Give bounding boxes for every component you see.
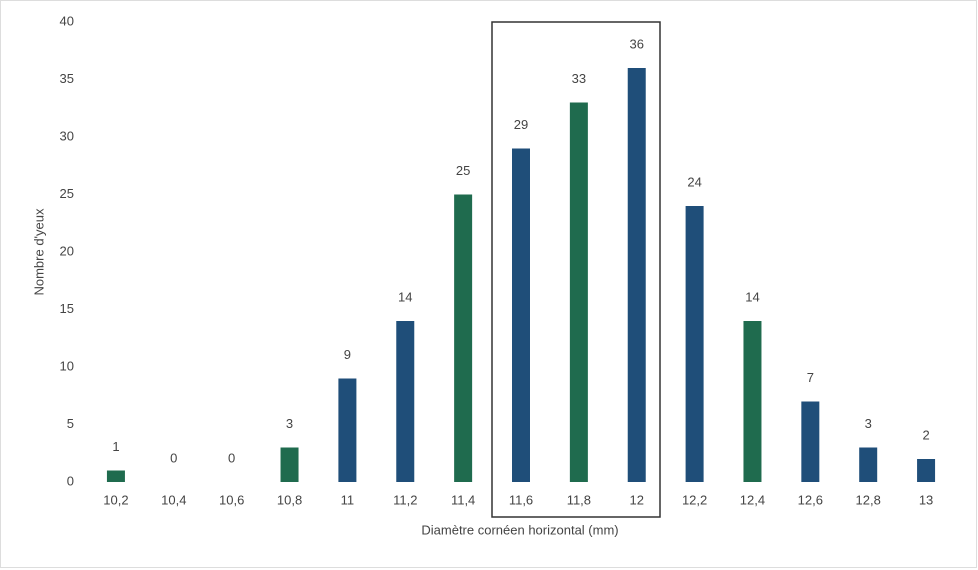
y-tick-label: 15 <box>60 301 74 316</box>
value-label: 14 <box>745 289 759 304</box>
x-tick-label: 11,4 <box>451 492 475 507</box>
x-tick-label: 10,4 <box>161 492 186 507</box>
value-label: 9 <box>344 347 351 362</box>
bar <box>569 102 588 482</box>
highlight-box <box>491 21 661 518</box>
y-tick-label: 30 <box>60 128 74 143</box>
x-tick-label: 11,8 <box>567 492 591 507</box>
bar <box>280 447 299 482</box>
bar <box>801 401 820 482</box>
value-label: 29 <box>514 117 528 132</box>
bar <box>106 470 125 482</box>
x-axis-label: Diamètre cornéen horizontal (mm) <box>421 522 618 537</box>
x-tick-label: 10,2 <box>103 492 128 507</box>
bar <box>627 68 646 482</box>
x-tick-label: 10,6 <box>219 492 244 507</box>
bar <box>685 206 704 482</box>
value-label: 3 <box>286 416 293 431</box>
x-tick-label: 12,4 <box>740 492 765 507</box>
value-label: 33 <box>572 71 586 86</box>
value-label: 14 <box>398 289 412 304</box>
value-label: 0 <box>228 450 235 465</box>
bar <box>743 321 762 482</box>
y-tick-label: 40 <box>60 13 74 28</box>
value-label: 7 <box>807 370 814 385</box>
bar <box>454 194 473 482</box>
y-tick-label: 20 <box>60 243 74 258</box>
value-label: 3 <box>865 416 872 431</box>
value-label: 24 <box>687 174 701 189</box>
x-tick-label: 12,2 <box>682 492 707 507</box>
x-tick-label: 13 <box>919 492 933 507</box>
x-tick-label: 11 <box>341 492 355 507</box>
bar <box>512 148 530 482</box>
value-label: 0 <box>170 450 177 465</box>
x-tick-label: 11,2 <box>393 492 417 507</box>
value-label: 2 <box>922 427 929 442</box>
x-tick-label: 12,8 <box>856 492 881 507</box>
value-label: 1 <box>112 439 119 454</box>
value-label: 36 <box>629 36 643 51</box>
bar <box>859 447 878 482</box>
bar <box>338 378 357 482</box>
y-tick-label: 5 <box>67 416 74 431</box>
value-label: 25 <box>456 163 470 178</box>
y-tick-label: 25 <box>60 186 74 201</box>
bar <box>396 321 415 482</box>
y-tick-label: 0 <box>67 473 74 488</box>
y-axis-label: Nombre d'yeux <box>31 208 46 296</box>
y-tick-label: 35 <box>60 71 74 86</box>
x-tick-label: 12,6 <box>798 492 823 507</box>
x-tick-label: 11,6 <box>509 492 533 507</box>
bar <box>917 459 936 482</box>
x-tick-label: 10,8 <box>277 492 302 507</box>
x-tick-label: 12 <box>629 492 643 507</box>
y-tick-label: 10 <box>60 358 74 373</box>
